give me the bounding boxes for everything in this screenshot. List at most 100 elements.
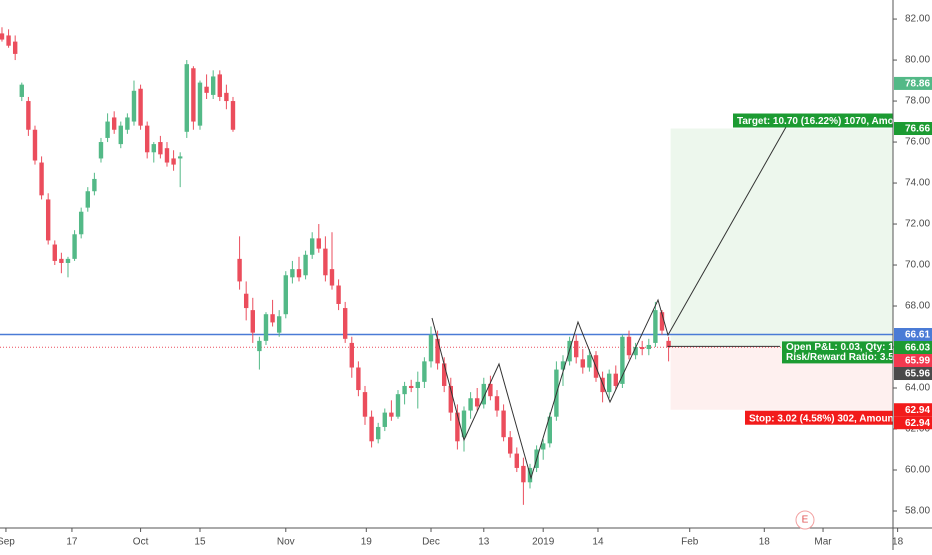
candle-body [303,254,308,276]
price-label-box [894,416,932,430]
candle-body [32,129,38,161]
x-tick-label: 2019 [532,537,555,548]
candle-body [573,340,579,358]
event-icon-letter: E [802,515,809,526]
price-label-box [894,76,932,90]
target-label-box [733,113,903,128]
pnl-box [782,341,893,364]
stop-label-box [745,410,905,425]
candle-body [72,234,77,259]
price-label: 65.99 [905,356,930,367]
candle-body [12,41,18,54]
candle-body [105,121,110,138]
candle-body [191,68,196,122]
candle-body [131,90,137,122]
candle-body [257,340,262,352]
candle-body [356,367,361,391]
profit-zone [670,128,893,347]
x-tick-label: Sep [0,537,15,548]
position-zones [0,128,893,410]
candle-body [316,238,321,249]
candle-body [507,437,513,454]
candle-body [653,310,658,343]
candle-body [455,412,460,442]
candle-body [547,416,552,444]
axes: 58.0060.0062.0064.0066.0068.0070.0072.00… [0,14,932,548]
y-tick-label: 82.00 [905,14,930,25]
candle-body [144,125,150,153]
candle-body [448,385,453,413]
candle-body [375,426,381,440]
candle-body [659,312,665,331]
price-label-box [894,354,932,368]
price-label: 66.61 [905,330,930,341]
candle-body [488,383,493,397]
candle-body [224,92,229,102]
candle-body [639,347,645,350]
candle-body [92,178,97,192]
y-tick-label: 70.00 [905,260,930,271]
candle-body [646,344,651,350]
candle-body [435,338,440,364]
x-tick-label: 17 [66,537,78,548]
candle-body [514,453,519,468]
candle-body [65,258,71,263]
candle-body [362,392,368,417]
event-icon[interactable] [795,510,815,530]
annotation-boxes: Target: 10.70 (16.22%) 1070, Amount Open … [733,113,910,425]
candle-body [237,258,242,282]
candle-body [263,314,269,341]
candle-body [481,383,486,405]
candle-body [270,314,275,323]
candle-body [164,148,170,163]
x-tick-label: Feb [681,537,699,548]
candle-body [158,142,163,155]
candle-body [210,76,216,95]
y-tick-label: 58.00 [905,506,930,517]
candle-body [389,412,394,417]
target-label: Target: 10.70 (16.22%) 1070, Amount [737,116,910,127]
candle-body [78,211,84,235]
candle-body [402,385,407,395]
candle-body [633,347,638,356]
candle-body [540,443,546,450]
candle-body [0,33,5,40]
open-pnl-label: Open P&L: 0.03, Qty: 16 [786,342,900,353]
candle-body [26,101,31,130]
candle-body [501,410,506,438]
candle-body [250,310,255,333]
candle-body [323,248,328,276]
x-tick-label: Oct [133,537,149,548]
price-label-box [894,122,932,136]
stop-label: Stop: 3.02 (4.58%) 302, Amount: 9 [749,413,909,424]
candle-body [197,82,203,126]
candle-body [52,244,57,261]
candle-body [204,86,209,93]
candle-body [85,191,90,208]
candle-body [441,363,447,386]
price-label-box [894,341,932,355]
price-axis-panel [893,0,932,550]
candle-body [151,144,156,153]
price-label: 62.94 [905,405,930,416]
candle-body [243,293,249,309]
candle-body [349,342,354,368]
drawings [431,119,791,480]
candle-body [138,88,143,126]
y-tick-label: 72.00 [905,219,930,230]
pattern-line [431,119,791,480]
candle-body [428,334,434,362]
candle-body [283,275,288,315]
x-tick-label: 18 [759,537,771,548]
y-tick-label: 60.00 [905,465,930,476]
candle-body [6,35,11,46]
candle-body [587,355,592,368]
candle-body [290,269,295,278]
y-tick-label: 68.00 [905,301,930,312]
candle-body [666,340,671,348]
y-tick-label: 64.00 [905,383,930,394]
candle-body [600,377,605,393]
candle-body [111,117,117,130]
